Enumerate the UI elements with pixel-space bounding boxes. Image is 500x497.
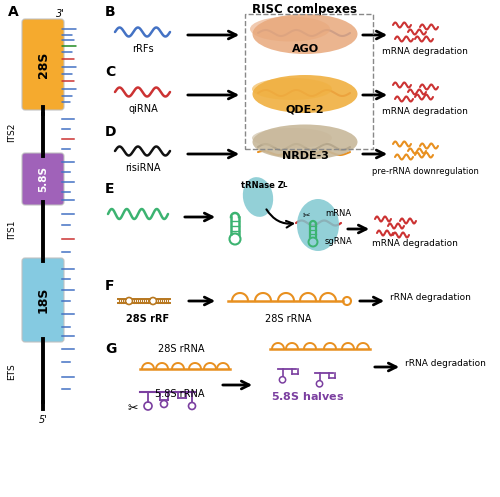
Text: 5.8S: 5.8S <box>38 166 48 192</box>
Text: ✂: ✂ <box>128 403 138 415</box>
FancyBboxPatch shape <box>22 153 64 205</box>
Text: D: D <box>105 125 117 139</box>
Ellipse shape <box>250 16 330 42</box>
Text: 5': 5' <box>38 415 48 425</box>
Text: C: C <box>105 65 116 79</box>
Ellipse shape <box>252 128 332 148</box>
Text: ETS: ETS <box>8 364 16 380</box>
Text: ITS1: ITS1 <box>8 219 16 239</box>
Text: 3': 3' <box>56 9 64 19</box>
Text: E: E <box>105 182 115 196</box>
Text: 5.8S rRNA: 5.8S rRNA <box>155 389 204 399</box>
Text: mRNA degradation: mRNA degradation <box>382 47 468 56</box>
Text: ✂: ✂ <box>302 212 310 221</box>
Text: rRNA degradation: rRNA degradation <box>404 359 485 368</box>
Text: qiRNA: qiRNA <box>128 104 158 114</box>
Text: B: B <box>105 5 116 19</box>
FancyBboxPatch shape <box>22 19 64 110</box>
Text: mRNA degradation: mRNA degradation <box>372 239 458 248</box>
Text: rRNA degradation: rRNA degradation <box>390 294 470 303</box>
Bar <box>245 14 373 149</box>
Text: 28S: 28S <box>36 51 50 78</box>
Text: 28S rRNA: 28S rRNA <box>265 314 311 324</box>
Text: G: G <box>105 342 117 356</box>
Text: RISC comlpexes: RISC comlpexes <box>252 3 358 16</box>
Text: $\bf{5.8S\ halves}$: $\bf{5.8S\ halves}$ <box>272 390 344 402</box>
Text: AGO: AGO <box>292 44 318 54</box>
Text: QDE-2: QDE-2 <box>286 104 325 114</box>
Text: NRDE-3: NRDE-3 <box>282 151 329 161</box>
Text: 28S rRNA: 28S rRNA <box>158 344 204 354</box>
Ellipse shape <box>252 125 358 160</box>
Ellipse shape <box>243 177 273 217</box>
Text: rRFs: rRFs <box>132 44 154 54</box>
FancyBboxPatch shape <box>22 258 64 342</box>
Text: pre-rRNA downregulation: pre-rRNA downregulation <box>372 167 478 176</box>
Text: 28S rRF: 28S rRF <box>126 314 170 324</box>
Text: ITS2: ITS2 <box>8 122 16 142</box>
Ellipse shape <box>252 14 358 54</box>
Text: risiRNA: risiRNA <box>126 163 161 173</box>
Ellipse shape <box>252 75 358 113</box>
Text: mRNA: mRNA <box>325 210 351 219</box>
Text: sgRNA: sgRNA <box>325 238 353 247</box>
Text: A: A <box>8 5 19 19</box>
Ellipse shape <box>252 78 332 100</box>
Text: tRNase Z: tRNase Z <box>240 181 284 190</box>
Text: 18S: 18S <box>36 287 50 313</box>
Text: L: L <box>282 182 286 188</box>
Text: F: F <box>105 279 115 293</box>
Text: mRNA degradation: mRNA degradation <box>382 107 468 116</box>
Ellipse shape <box>297 199 339 251</box>
